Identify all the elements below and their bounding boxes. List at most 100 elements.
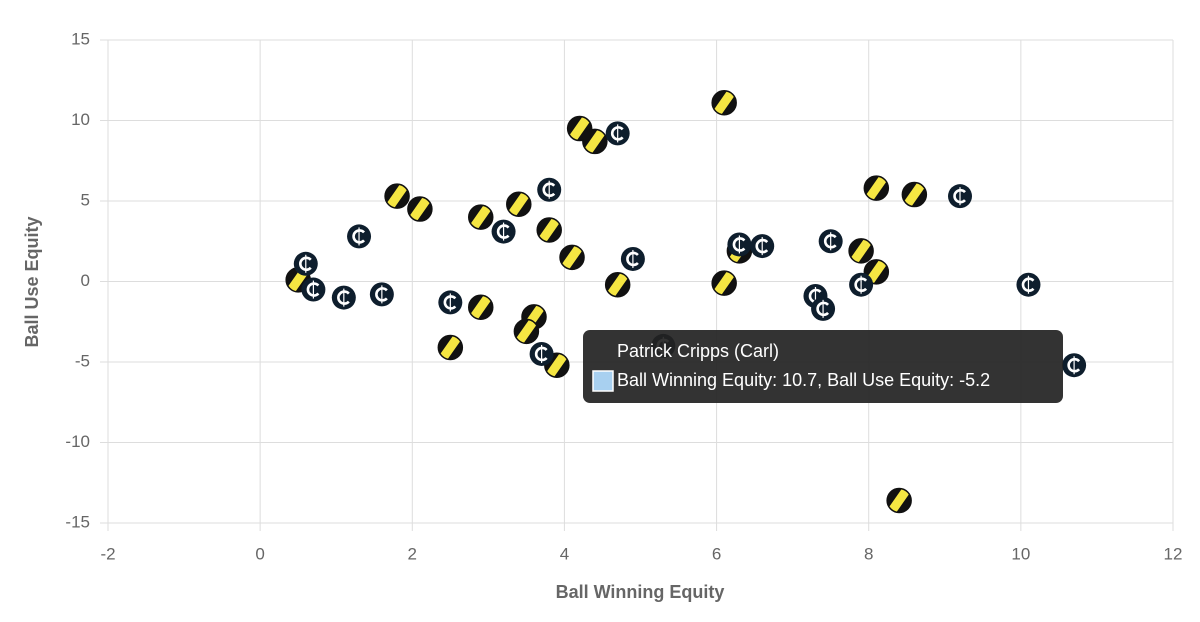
icon-ring bbox=[582, 128, 608, 155]
point bbox=[301, 277, 326, 302]
icon-ring bbox=[384, 183, 410, 209]
icon-logo bbox=[352, 229, 366, 244]
point bbox=[750, 234, 775, 259]
point bbox=[604, 271, 631, 298]
icon-stripe bbox=[385, 184, 410, 209]
point bbox=[437, 334, 464, 361]
point bbox=[369, 282, 394, 307]
point bbox=[529, 341, 554, 366]
tooltip-title: Patrick Cripps (Carl) bbox=[617, 341, 779, 361]
icon-ring bbox=[468, 294, 494, 321]
icon bbox=[582, 129, 607, 154]
y-tick-label: -15 bbox=[65, 512, 90, 531]
point bbox=[513, 318, 540, 345]
icon-logo bbox=[337, 290, 350, 305]
icon-stripe bbox=[537, 217, 562, 242]
point bbox=[1062, 353, 1087, 378]
point bbox=[948, 184, 972, 209]
x-tick-label: 12 bbox=[1164, 544, 1183, 563]
icon-ring bbox=[407, 196, 433, 222]
icon-stripe bbox=[544, 353, 569, 378]
icon-logo bbox=[1067, 357, 1081, 373]
icon-stripe bbox=[514, 319, 539, 344]
icon-ring bbox=[711, 270, 737, 296]
point bbox=[901, 181, 928, 208]
grid: -2 0 2 4 6 8 10 12 -15 -10 -5 0 5 10 15 bbox=[65, 29, 1182, 563]
point bbox=[491, 219, 516, 244]
marks bbox=[285, 90, 1087, 514]
icon bbox=[514, 319, 539, 344]
icon-logo bbox=[542, 182, 556, 197]
icon bbox=[864, 176, 889, 201]
point bbox=[384, 183, 410, 209]
y-tick-label: 0 bbox=[81, 271, 90, 290]
icon-logo bbox=[1021, 277, 1035, 292]
point bbox=[1016, 272, 1041, 297]
icon-logo bbox=[375, 287, 388, 302]
icon-ring bbox=[506, 191, 532, 217]
point bbox=[293, 251, 318, 276]
icon-stripe bbox=[468, 295, 493, 320]
y-tick-label: 5 bbox=[81, 190, 90, 209]
x-tick-label: 8 bbox=[864, 544, 873, 563]
icon-ring bbox=[863, 259, 890, 285]
point bbox=[347, 224, 372, 249]
icon-stripe bbox=[887, 488, 912, 513]
x-tick-label: 6 bbox=[712, 544, 721, 563]
icon-logo bbox=[534, 346, 548, 362]
icon-logo bbox=[443, 295, 457, 310]
icon-logo bbox=[496, 224, 510, 239]
point bbox=[811, 296, 836, 321]
point bbox=[468, 294, 494, 321]
tooltip-body: Ball Winning Equity: 10.7, Ball Use Equi… bbox=[617, 370, 990, 390]
icon-logo bbox=[299, 256, 312, 272]
point bbox=[605, 121, 630, 146]
icon bbox=[887, 488, 912, 513]
icon bbox=[560, 245, 585, 270]
point bbox=[582, 128, 608, 155]
tooltip: Patrick Cripps (Carl) Ball Winning Equit… bbox=[583, 330, 1063, 403]
icon-stripe bbox=[468, 205, 493, 230]
icon-ring bbox=[863, 175, 890, 201]
icon-logo bbox=[626, 251, 639, 267]
icon-logo bbox=[306, 282, 320, 297]
icon bbox=[468, 295, 493, 320]
icon bbox=[712, 271, 737, 296]
icon bbox=[407, 197, 432, 222]
icon-ring bbox=[559, 244, 585, 271]
icon-ring bbox=[711, 90, 737, 116]
x-tick-label: 2 bbox=[408, 544, 417, 563]
icon-logo bbox=[610, 126, 624, 141]
icon bbox=[438, 335, 463, 360]
icon-ring bbox=[848, 238, 874, 264]
point bbox=[536, 217, 562, 243]
icon-stripe bbox=[567, 116, 592, 141]
icon-ring bbox=[437, 334, 464, 361]
point bbox=[711, 270, 737, 296]
point bbox=[849, 272, 874, 297]
icon-logo bbox=[816, 301, 830, 317]
x-tick-label: 10 bbox=[1011, 544, 1030, 563]
icon-stripe bbox=[560, 245, 585, 270]
icon-ring bbox=[901, 181, 928, 208]
icon-stripe bbox=[506, 192, 531, 217]
x-axis-title: Ball Winning Equity bbox=[556, 582, 725, 602]
icon bbox=[849, 238, 874, 263]
icon bbox=[605, 272, 630, 297]
point bbox=[818, 229, 843, 254]
x-tick-label: 4 bbox=[560, 544, 569, 563]
point bbox=[711, 90, 737, 116]
x-tick-label: 0 bbox=[255, 544, 264, 563]
icon bbox=[385, 184, 410, 209]
icon-stripe bbox=[849, 238, 874, 263]
icon-stripe bbox=[712, 271, 737, 296]
icon-logo bbox=[953, 188, 966, 204]
y-tick-label: 15 bbox=[71, 29, 90, 48]
point bbox=[537, 177, 562, 202]
point bbox=[727, 232, 752, 257]
icon-ring bbox=[536, 217, 562, 243]
icon-logo bbox=[854, 277, 868, 292]
x-tick-label: -2 bbox=[100, 544, 115, 563]
y-tick-label: -10 bbox=[65, 432, 90, 451]
